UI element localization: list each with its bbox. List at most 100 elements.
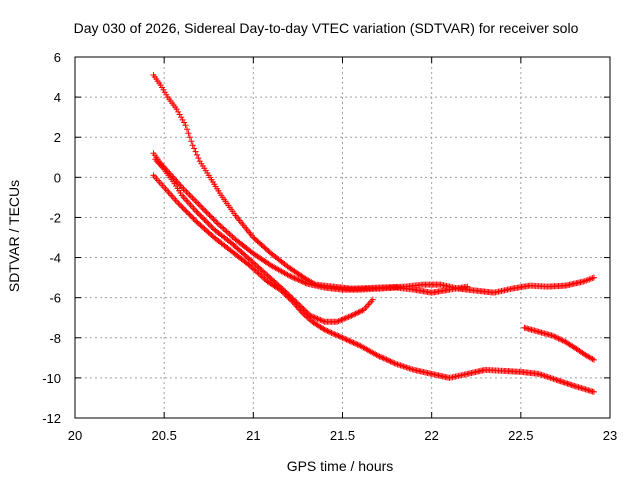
data-point — [225, 229, 232, 236]
data-point — [559, 337, 566, 344]
data-point — [296, 277, 303, 284]
series-track-1 — [150, 72, 597, 296]
data-point — [386, 357, 393, 364]
data-point — [306, 316, 313, 323]
data-point — [339, 334, 346, 341]
data-point — [252, 261, 259, 268]
data-point — [304, 314, 311, 321]
data-point — [189, 214, 196, 221]
data-point — [340, 335, 347, 342]
data-point — [294, 304, 301, 311]
data-point — [324, 327, 331, 334]
data-point — [346, 313, 353, 320]
data-point — [407, 365, 414, 372]
data-point — [377, 354, 384, 361]
data-point — [294, 276, 301, 283]
y-tick-label: 0 — [54, 170, 61, 185]
data-point — [394, 361, 401, 368]
data-point — [255, 270, 262, 277]
data-point — [552, 334, 559, 341]
data-point — [546, 374, 553, 381]
data-point — [554, 334, 561, 341]
data-point — [301, 312, 308, 319]
data-point — [252, 267, 259, 274]
data-point — [338, 316, 345, 323]
data-point — [387, 358, 394, 365]
data-point — [254, 269, 261, 276]
data-point — [287, 273, 294, 280]
data-point — [290, 274, 297, 281]
data-point — [302, 280, 309, 287]
data-point — [222, 227, 229, 234]
data-point — [308, 313, 315, 320]
data-point — [260, 268, 267, 275]
data-point — [192, 197, 199, 204]
data-point — [181, 187, 188, 194]
data-point — [248, 257, 255, 264]
data-point — [549, 332, 556, 339]
data-point — [198, 213, 205, 220]
data-point — [555, 335, 562, 342]
data-point — [193, 151, 200, 158]
y-axis-label: SDTVAR / TECUs — [6, 180, 22, 292]
data-point — [184, 190, 191, 197]
data-point — [401, 363, 408, 370]
data-point — [344, 337, 351, 344]
data-point — [204, 219, 211, 226]
series-track-5 — [521, 324, 597, 363]
data-point — [209, 214, 216, 221]
y-tick-label: -10 — [42, 371, 61, 386]
grid-layer — [75, 57, 610, 418]
data-point — [375, 352, 382, 359]
data-point — [216, 221, 223, 228]
data-point — [313, 315, 320, 322]
data-point — [321, 326, 328, 333]
data-point — [332, 331, 339, 338]
data-point — [257, 265, 264, 272]
data-point — [403, 364, 410, 371]
data-point — [245, 255, 252, 262]
data-point — [181, 119, 188, 126]
data-point — [206, 222, 213, 229]
data-point — [343, 336, 350, 343]
data-point — [376, 353, 383, 360]
data-point — [195, 155, 202, 162]
data-point — [205, 210, 212, 217]
data-point — [249, 259, 256, 266]
data-point — [393, 360, 399, 367]
data-point — [300, 310, 307, 317]
data-point — [246, 256, 253, 263]
data-point — [197, 212, 204, 219]
data-point — [388, 358, 395, 365]
data-point — [263, 271, 270, 278]
y-tick-label: -6 — [49, 291, 61, 306]
data-point — [257, 271, 264, 278]
data-point — [373, 351, 380, 358]
data-point — [288, 273, 295, 280]
data-point — [202, 207, 209, 214]
data-point — [350, 339, 357, 346]
data-point — [210, 216, 217, 223]
data-point — [217, 223, 224, 230]
data-point — [261, 275, 268, 282]
data-point — [292, 275, 299, 282]
data-point — [315, 316, 322, 323]
data-point — [311, 314, 318, 321]
data-point — [547, 374, 554, 381]
data-point — [397, 362, 404, 369]
data-point — [590, 388, 597, 395]
data-point — [543, 373, 550, 380]
data-point — [384, 357, 391, 364]
data-point — [303, 313, 310, 320]
data-point — [173, 106, 180, 113]
data-point — [358, 308, 365, 315]
x-tick-label: 21.5 — [330, 428, 355, 443]
data-point — [342, 315, 349, 322]
y-tick-label: -4 — [49, 251, 61, 266]
data-point — [187, 212, 194, 219]
data-point — [537, 371, 544, 378]
data-point — [248, 263, 255, 270]
data-point — [356, 308, 363, 315]
data-point — [341, 315, 348, 322]
